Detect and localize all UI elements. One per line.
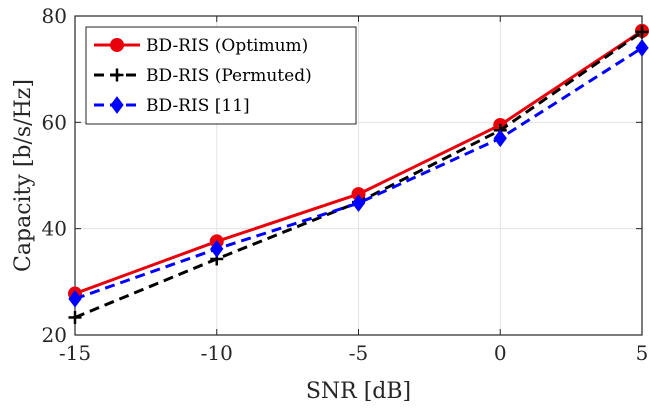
y-tick-label: 20 — [42, 323, 67, 347]
x-tick-label: -5 — [349, 341, 368, 365]
y-axis-label: Capacity [b/s/Hz] — [11, 79, 36, 272]
series-layer — [68, 23, 649, 324]
axis-ticks: -15 -10 -5 0 5 20 40 60 80 — [42, 4, 649, 365]
y-tick-label: 40 — [42, 217, 67, 241]
legend-marker — [110, 68, 124, 82]
series-3-line — [74, 46, 643, 301]
series-3-point — [635, 39, 649, 57]
series-3-point — [68, 290, 82, 308]
series-2-point — [68, 310, 82, 324]
legend-entry-3: BD-RIS [11] — [94, 96, 250, 116]
x-tick-label: 0 — [494, 341, 507, 365]
legend-label: BD-RIS [11] — [146, 96, 250, 116]
series-3 — [68, 39, 649, 308]
series-2-point — [635, 25, 649, 39]
legend-label: BD-RIS (Permuted) — [146, 66, 312, 86]
series-3-point — [210, 240, 224, 258]
x-axis-label: SNR [dB] — [306, 379, 411, 404]
y-tick-label: 60 — [42, 110, 67, 134]
legend-entry-2: BD-RIS (Permuted) — [94, 66, 312, 86]
legend-marker — [110, 38, 124, 52]
legend-label: BD-RIS (Optimum) — [146, 36, 308, 56]
y-tick-label: 80 — [42, 4, 67, 28]
x-tick-label: -15 — [59, 341, 91, 365]
legend: BD-RIS (Optimum) BD-RIS (Permuted) BD-RIS … — [85, 26, 357, 125]
legend-entry-1: BD-RIS (Optimum) — [94, 36, 308, 56]
x-tick-label: -10 — [201, 341, 233, 365]
x-tick-label: 5 — [636, 341, 649, 365]
legend-marker — [110, 96, 124, 114]
series-3-point — [493, 129, 507, 148]
series-3-point — [351, 194, 366, 212]
